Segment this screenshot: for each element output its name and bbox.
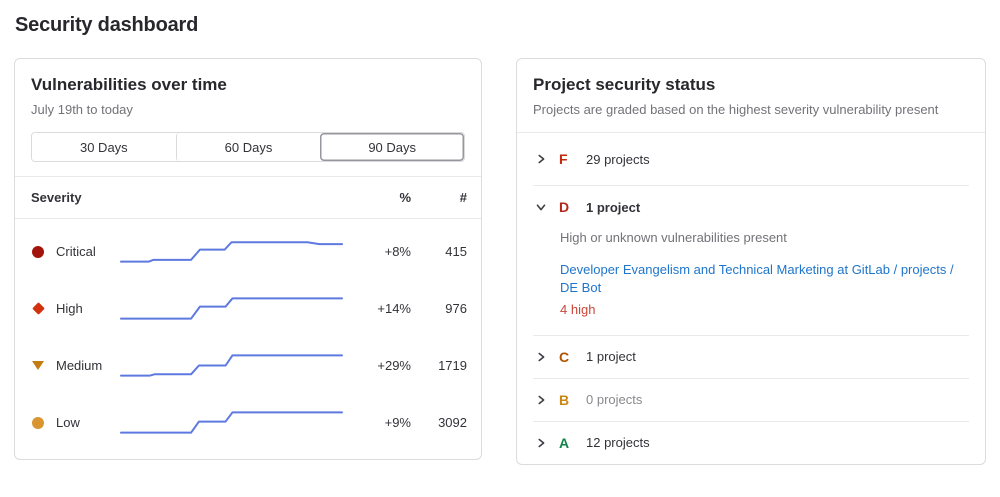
percent-change: +8% — [384, 244, 411, 259]
chevron-right-icon[interactable] — [533, 151, 549, 167]
page-title: Security dashboard — [15, 14, 199, 36]
low-trend-sparkline — [120, 404, 343, 441]
severity-medium-icon — [31, 361, 45, 370]
chevron-right-icon[interactable] — [533, 349, 549, 365]
count-column-header: # — [459, 190, 467, 205]
grade-row-f[interactable]: F 29 projects — [533, 133, 969, 185]
grade-letter-f: F — [559, 151, 568, 167]
range-60-days-button[interactable]: 60 Days — [175, 133, 321, 161]
severity-row-high: High +14% 976 — [31, 280, 467, 337]
vulnerability-summary: 4 high — [560, 301, 596, 317]
grade-row-c[interactable]: C 1 project — [533, 334, 969, 378]
percent-change: +29% — [377, 358, 411, 373]
divider — [15, 218, 481, 219]
grade-row-d[interactable]: D 1 project High or unknown vulnerabilit… — [533, 185, 969, 335]
severity-table-header: Severity % # — [15, 177, 481, 218]
grade-row-a[interactable]: A 12 projects — [533, 420, 969, 464]
project-security-status-panel: Project security status Projects are gra… — [516, 58, 986, 465]
severity-high-icon — [31, 302, 45, 315]
chevron-down-icon[interactable] — [533, 199, 549, 215]
grade-description: High or unknown vulnerabilities present — [560, 230, 787, 245]
chevron-right-icon[interactable] — [533, 392, 549, 408]
range-90-days-button[interactable]: 90 Days — [320, 133, 465, 161]
severity-column-header: Severity — [31, 190, 82, 205]
grade-project-count: 12 projects — [586, 435, 650, 451]
grade-project-count: 29 projects — [586, 151, 650, 167]
vulnerabilities-over-time-panel: Vulnerabilities over time July 19th to t… — [14, 58, 482, 460]
medium-trend-sparkline — [120, 347, 343, 384]
severity-label: Low — [56, 415, 80, 430]
vulnerabilities-panel-title: Vulnerabilities over time — [31, 75, 227, 94]
severity-rows: Critical +8% 415 High +14% 976 Medium — [15, 219, 481, 459]
percent-change: +14% — [377, 301, 411, 316]
severity-row-critical: Critical +8% 415 — [31, 223, 467, 280]
status-panel-title: Project security status — [533, 75, 716, 94]
vulnerability-count: 976 — [445, 301, 467, 316]
status-panel-header: Project security status Projects are gra… — [517, 59, 985, 132]
project-link[interactable]: Developer Evangelism and Technical Marke… — [560, 262, 954, 296]
divider — [15, 176, 481, 177]
grade-letter-d: D — [559, 199, 570, 215]
vulnerabilities-panel-header: Vulnerabilities over time July 19th to t… — [15, 59, 481, 117]
grade-d-details: High or unknown vulnerabilities present … — [533, 228, 969, 335]
grade-project-count: 1 project — [586, 349, 636, 365]
percent-change: +9% — [384, 415, 411, 430]
severity-row-low: Low +9% 3092 — [31, 394, 467, 451]
chevron-right-icon[interactable] — [533, 435, 549, 451]
divider — [517, 132, 985, 133]
percent-column-header: % — [399, 190, 411, 205]
grade-list: F 29 projects D 1 project High or unknow… — [517, 133, 985, 464]
severity-low-icon — [31, 416, 45, 429]
grade-row-b[interactable]: B 0 projects — [533, 377, 969, 421]
vulnerability-count: 3092 — [438, 415, 467, 430]
grade-letter-a: A — [559, 434, 570, 451]
severity-label: Critical — [56, 244, 96, 259]
vulnerabilities-date-range: July 19th to today — [31, 102, 133, 117]
high-trend-sparkline — [120, 290, 343, 327]
range-30-days-button[interactable]: 30 Days — [32, 133, 176, 161]
grade-letter-c: C — [559, 348, 570, 365]
critical-trend-sparkline — [120, 233, 343, 270]
grade-project-count: 1 project — [586, 199, 641, 215]
severity-label: Medium — [56, 358, 103, 373]
vulnerability-count: 1719 — [438, 358, 467, 373]
severity-label: High — [56, 301, 83, 316]
severity-critical-icon — [31, 245, 45, 258]
grade-project-count: 0 projects — [586, 392, 643, 408]
grade-letter-b: B — [559, 391, 570, 408]
status-panel-subtitle: Projects are graded based on the highest… — [533, 102, 939, 117]
vulnerability-count: 415 — [445, 244, 467, 259]
range-button-group: 30 Days 60 Days 90 Days — [31, 132, 465, 162]
panels-container: Vulnerabilities over time July 19th to t… — [0, 58, 1000, 465]
severity-row-medium: Medium +29% 1719 — [31, 337, 467, 394]
